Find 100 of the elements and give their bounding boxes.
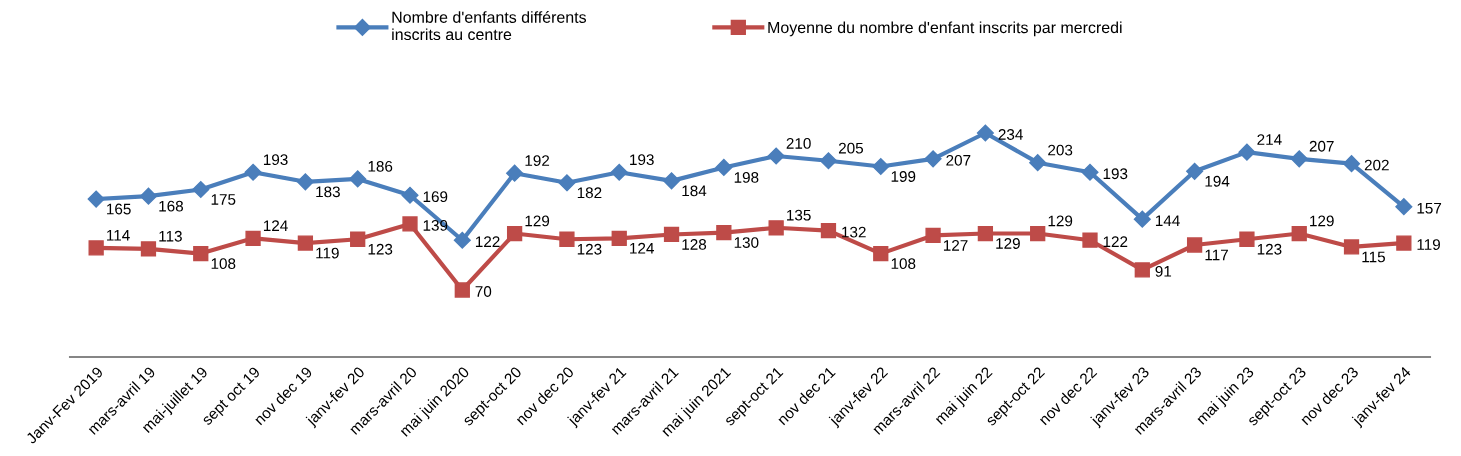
- point: [245, 230, 261, 246]
- point: [977, 225, 994, 242]
- point: [401, 186, 419, 204]
- point: [558, 174, 576, 192]
- data-label: 123: [368, 243, 393, 255]
- data-label: 157: [1417, 202, 1442, 214]
- data-label: 184: [682, 185, 707, 197]
- data-label: 169: [423, 191, 448, 203]
- point: [767, 147, 785, 165]
- point: [1134, 262, 1150, 278]
- data-label: 115: [1362, 251, 1385, 263]
- data-label: 210: [786, 137, 811, 149]
- point: [1029, 154, 1047, 172]
- point: [454, 282, 470, 298]
- data-label: 135: [787, 209, 811, 221]
- point: [1396, 235, 1412, 251]
- point: [193, 245, 209, 262]
- data-label: 113: [159, 230, 182, 242]
- point: [88, 240, 104, 256]
- data-label: 168: [159, 200, 184, 212]
- data-label: 203: [1048, 144, 1073, 156]
- point: [297, 235, 314, 251]
- data-label: 202: [1364, 159, 1389, 171]
- data-label: 122: [1103, 236, 1128, 247]
- data-label: 183: [316, 186, 340, 198]
- data-label: 129: [996, 238, 1020, 249]
- point: [1030, 225, 1046, 242]
- data-label: 70: [475, 286, 492, 297]
- point: [1186, 162, 1204, 180]
- data-label: 234: [998, 129, 1023, 140]
- legend-label: Moyenne du nombre d'enfant inscrits par mercredi: [768, 21, 1122, 37]
- data-label: 182: [577, 187, 602, 199]
- point: [925, 227, 941, 244]
- point: [1082, 232, 1098, 248]
- data-label: 144: [1155, 215, 1180, 226]
- data-label: 129: [525, 215, 550, 227]
- data-label: 193: [263, 154, 288, 166]
- data-label: 194: [1205, 175, 1230, 187]
- data-label: 130: [734, 237, 759, 248]
- point: [610, 163, 628, 181]
- data-label: 165: [107, 203, 131, 215]
- point: [1290, 150, 1308, 168]
- data-label: 119: [316, 247, 339, 259]
- point: [139, 187, 158, 205]
- point: [1342, 155, 1361, 173]
- point: [820, 223, 837, 239]
- data-label: 114: [107, 230, 130, 241]
- data-label: 207: [946, 154, 971, 166]
- point: [924, 150, 942, 168]
- data-label: 193: [1103, 168, 1128, 180]
- point: [1343, 239, 1360, 255]
- point: [872, 157, 890, 176]
- data-label: 205: [838, 142, 864, 154]
- data-label: 186: [368, 160, 393, 172]
- point: [611, 230, 627, 246]
- point: [506, 164, 524, 182]
- data-label: 124: [263, 220, 288, 231]
- point: [453, 231, 471, 249]
- data-label: 123: [577, 243, 602, 255]
- data-label: 124: [630, 242, 654, 254]
- data-label: 108: [211, 258, 236, 270]
- point: [662, 172, 681, 190]
- data-label: 129: [1310, 215, 1334, 227]
- point: [349, 170, 367, 188]
- point: [715, 158, 733, 177]
- data-label: 108: [891, 258, 916, 270]
- data-label: 175: [211, 194, 236, 205]
- data-label: 214: [1257, 134, 1282, 145]
- data-label: 128: [682, 239, 707, 250]
- data-label: 132: [842, 226, 866, 238]
- point: [1291, 225, 1307, 242]
- point: [1081, 163, 1099, 181]
- data-label: 193: [630, 154, 654, 166]
- point: [1238, 143, 1256, 161]
- data-label: 127: [943, 240, 968, 251]
- point: [402, 216, 418, 232]
- point: [296, 173, 314, 191]
- point: [1239, 231, 1255, 247]
- point: [716, 224, 732, 241]
- point: [976, 124, 994, 142]
- data-label: 129: [1048, 215, 1073, 227]
- point: [819, 152, 838, 170]
- data-label: 117: [1205, 249, 1228, 261]
- point: [663, 226, 680, 243]
- data-label: 91: [1155, 265, 1172, 277]
- point: [873, 245, 889, 262]
- point: [768, 220, 784, 236]
- legend-label: Nombre d'enfants différents inscrits au centre: [392, 10, 587, 41]
- data-label: 207: [1309, 140, 1334, 152]
- data-label: 122: [475, 236, 500, 247]
- point: [1186, 237, 1203, 253]
- point: [140, 241, 157, 257]
- point: [1395, 198, 1413, 216]
- point: [244, 163, 262, 181]
- point: [1133, 210, 1151, 228]
- data-label: 192: [525, 155, 550, 167]
- point: [350, 231, 366, 247]
- point: [506, 225, 523, 242]
- data-label: 198: [734, 172, 759, 183]
- point: [559, 231, 575, 247]
